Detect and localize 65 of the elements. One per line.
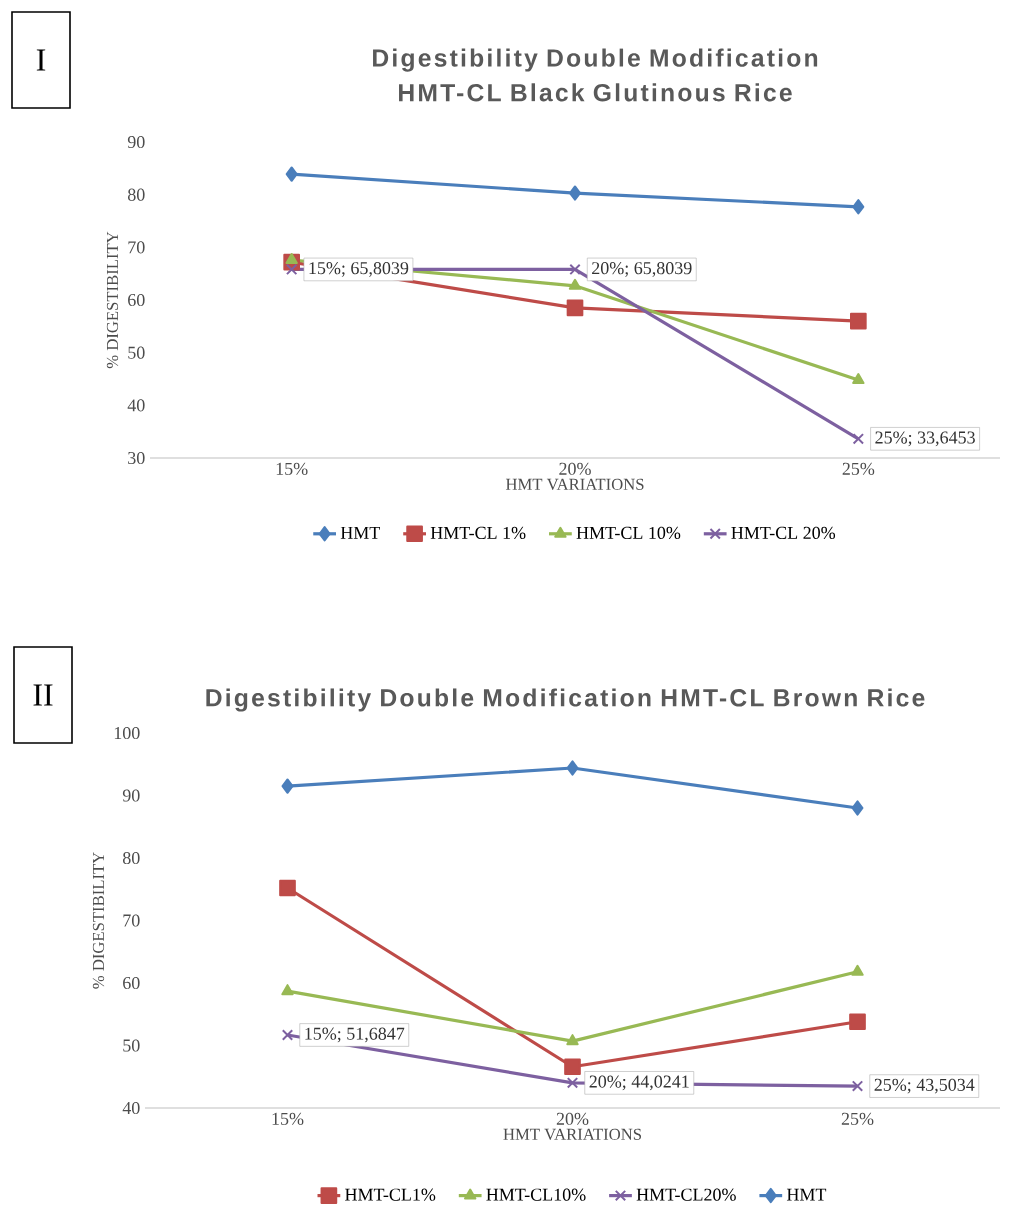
data-label: 25%; 43,5034 bbox=[874, 1078, 975, 1094]
point bbox=[285, 166, 298, 182]
y-axis-title: % DIGESTIBILITY bbox=[106, 231, 119, 369]
legend-label: HMT-CL 10% bbox=[576, 526, 681, 540]
point bbox=[285, 252, 298, 264]
y-tick-label: 60 bbox=[128, 293, 145, 307]
x-axis-title: HMT VARIATIONS bbox=[503, 1128, 641, 1141]
text: I bbox=[36, 49, 46, 71]
text: II bbox=[33, 684, 53, 706]
point bbox=[279, 879, 296, 897]
chart-title: Digestibility Double Modification HMT-CL Black Glutinous Rice bbox=[373, 48, 818, 102]
x-tick-label: 15% bbox=[276, 462, 308, 475]
legend-label: HMT-CL20% bbox=[636, 1188, 736, 1201]
point bbox=[281, 1029, 294, 1041]
point bbox=[852, 433, 865, 445]
y-tick-label: 80 bbox=[127, 188, 145, 201]
point bbox=[566, 760, 579, 776]
data-label: 15%; 51,6847 bbox=[305, 1027, 405, 1043]
y-tick-label: 70 bbox=[123, 914, 140, 927]
point bbox=[566, 299, 584, 317]
point bbox=[281, 984, 294, 996]
point bbox=[285, 263, 298, 276]
point bbox=[568, 278, 582, 290]
point bbox=[849, 1013, 866, 1031]
point bbox=[566, 1034, 579, 1046]
x-tick-label: 15% bbox=[272, 1112, 304, 1125]
legend-label: HMT bbox=[340, 526, 380, 539]
point bbox=[569, 185, 581, 201]
x-tick-label: 20% bbox=[556, 1112, 589, 1125]
y-tick-label: 40 bbox=[122, 1101, 140, 1115]
y-axis-title: % DIGESTIBILITY bbox=[92, 852, 105, 989]
x-tick-label: 25% bbox=[841, 1112, 874, 1125]
y-tick-label: 90 bbox=[127, 135, 145, 149]
point bbox=[569, 263, 581, 276]
point bbox=[852, 373, 865, 385]
y-tick-label: 100 bbox=[114, 726, 140, 740]
y-tick-label: 70 bbox=[128, 241, 145, 254]
y-tick-label: 60 bbox=[123, 976, 140, 990]
y-tick-label: 80 bbox=[122, 851, 140, 865]
point bbox=[850, 312, 867, 330]
y-tick-label: 50 bbox=[123, 1039, 140, 1052]
x-tick-label: 20% bbox=[559, 462, 591, 475]
legend-label: HMT-CL10% bbox=[486, 1188, 586, 1201]
y-tick-label: 30 bbox=[128, 451, 145, 465]
chart-title: Digestibility Double Modification HMT-CL Brown Rice bbox=[206, 688, 925, 712]
point bbox=[852, 199, 865, 215]
data-label: 20%; 65,8039 bbox=[592, 262, 692, 277]
legend-label: HMT bbox=[786, 1188, 827, 1201]
point bbox=[564, 1058, 581, 1076]
point bbox=[851, 964, 864, 976]
y-tick-label: 40 bbox=[127, 399, 145, 412]
y-tick-label: 90 bbox=[122, 789, 140, 802]
point bbox=[851, 1080, 864, 1092]
data-label: 25%; 33,6453 bbox=[875, 431, 975, 447]
x-axis-title: HMT VARIATIONS bbox=[505, 478, 644, 491]
data-label: 20%; 44,0241 bbox=[589, 1075, 689, 1091]
x-tick-label: 25% bbox=[842, 462, 875, 475]
data-label: 15%; 65,8039 bbox=[309, 262, 409, 277]
legend-label: HMT-CL 1% bbox=[430, 526, 526, 540]
point bbox=[851, 800, 864, 816]
point bbox=[281, 778, 294, 794]
y-tick-label: 50 bbox=[128, 346, 145, 359]
point bbox=[566, 1077, 579, 1089]
legend-label: HMT-CL1% bbox=[345, 1188, 436, 1201]
legend-label: HMT-CL 20% bbox=[731, 526, 836, 540]
